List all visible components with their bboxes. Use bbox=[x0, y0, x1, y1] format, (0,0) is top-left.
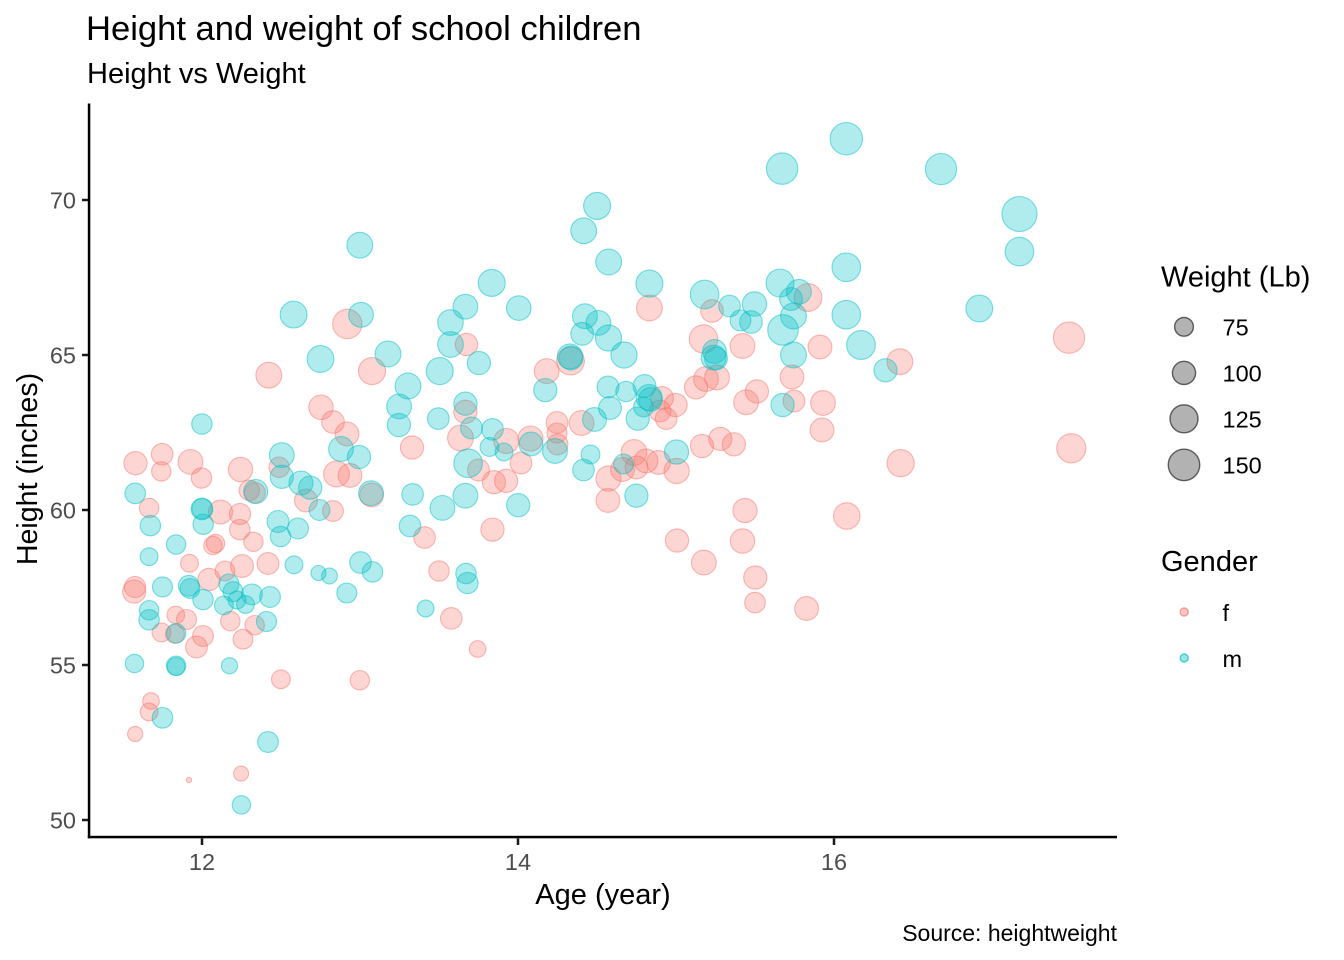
svg-text:65: 65 bbox=[50, 343, 76, 369]
svg-text:60: 60 bbox=[50, 498, 76, 524]
svg-text:70: 70 bbox=[50, 188, 76, 214]
svg-text:m: m bbox=[1223, 646, 1243, 672]
svg-text:75: 75 bbox=[1223, 314, 1249, 340]
svg-text:16: 16 bbox=[821, 849, 847, 875]
svg-text:Height and weight of school ch: Height and weight of school children bbox=[86, 10, 642, 48]
svg-text:Height vs Weight: Height vs Weight bbox=[87, 58, 306, 90]
svg-text:Gender: Gender bbox=[1161, 546, 1258, 578]
svg-text:50: 50 bbox=[50, 808, 76, 834]
svg-text:125: 125 bbox=[1223, 406, 1262, 432]
svg-text:f: f bbox=[1223, 600, 1230, 626]
svg-text:55: 55 bbox=[50, 653, 76, 679]
svg-text:Source: heightweight: Source: heightweight bbox=[902, 920, 1117, 946]
svg-text:12: 12 bbox=[189, 849, 215, 875]
svg-text:150: 150 bbox=[1223, 452, 1262, 478]
svg-text:Height (inches): Height (inches) bbox=[12, 373, 44, 565]
svg-text:Weight (Lb): Weight (Lb) bbox=[1161, 262, 1310, 294]
svg-text:Age (year): Age (year) bbox=[535, 879, 670, 911]
svg-text:14: 14 bbox=[505, 849, 531, 875]
svg-text:100: 100 bbox=[1223, 360, 1262, 386]
